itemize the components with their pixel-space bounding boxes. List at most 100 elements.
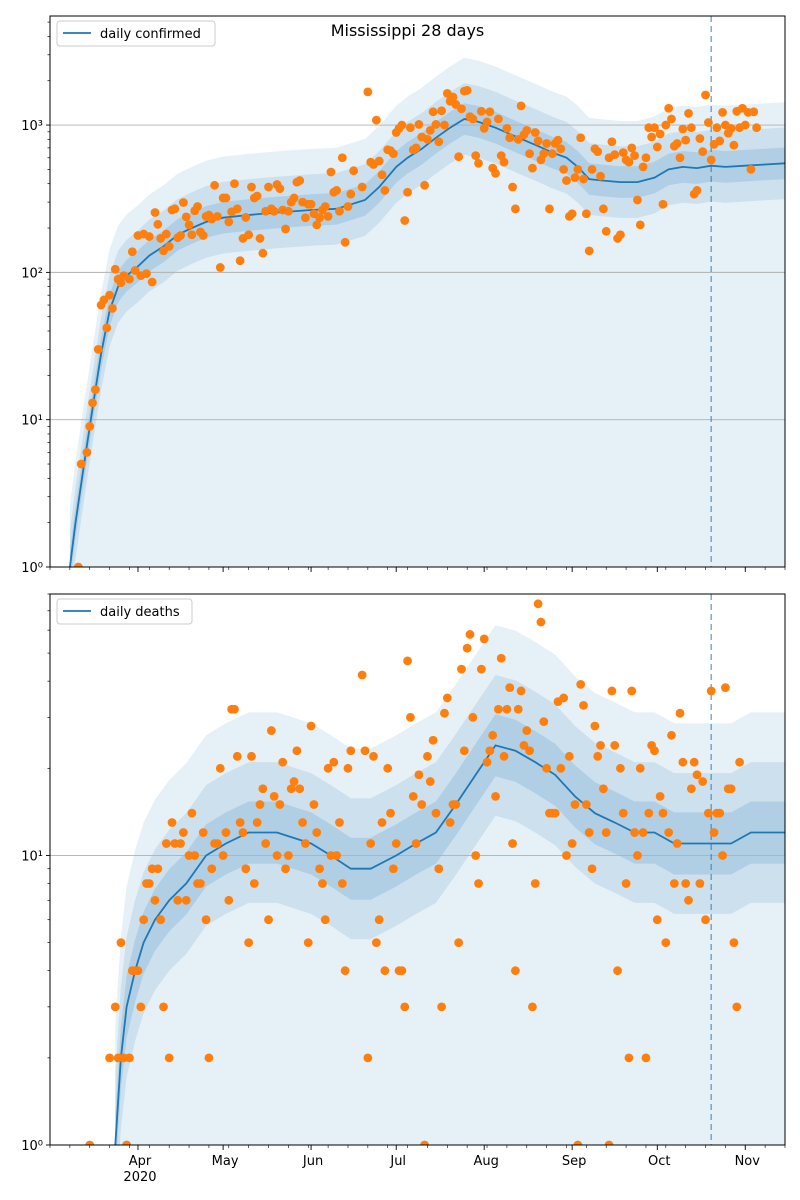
observed-point-74 [289, 193, 299, 203]
observed-point-197 [647, 132, 657, 142]
observed-point-112 [431, 808, 441, 818]
observed-point-59 [272, 851, 282, 860]
observed-point-201 [658, 199, 668, 209]
observed-point-154 [550, 808, 560, 818]
observed-point-135 [496, 653, 506, 663]
observed-point-29 [187, 808, 197, 818]
observed-point-164 [579, 700, 588, 710]
observed-point-108 [420, 1140, 429, 1145]
observed-point-26 [178, 828, 188, 837]
observed-point-207 [675, 153, 685, 163]
observed-point-107 [417, 800, 427, 809]
observed-point-56 [264, 915, 273, 925]
observed-point-160 [567, 839, 577, 848]
observed-point-160 [542, 139, 552, 148]
observed-point-80 [306, 199, 316, 209]
observed-point-150 [539, 717, 549, 726]
observed-point-173 [579, 174, 588, 184]
observed-point-202 [661, 120, 671, 130]
observed-point-195 [641, 153, 651, 163]
observed-point-178 [593, 147, 603, 157]
observed-point-208 [678, 124, 688, 134]
observed-point-192 [658, 808, 668, 818]
observed-point-232 [746, 165, 756, 174]
observed-point-63 [258, 248, 268, 258]
observed-point-112 [406, 123, 415, 133]
uncertainty-band-2 [69, 83, 785, 567]
legend: daily deaths [56, 598, 193, 625]
observed-point-47 [238, 828, 248, 837]
observed-point-26 [153, 219, 163, 229]
x-tick-label-4-0: Aug [473, 1154, 498, 1169]
uncertainty-band-3 [115, 714, 785, 1145]
observed-point-170 [596, 740, 605, 750]
observed-point-6 [122, 1140, 132, 1145]
observed-point-168 [590, 721, 600, 731]
observed-point-175 [610, 740, 620, 750]
observed-point-58 [269, 791, 279, 801]
observed-point-42 [224, 895, 234, 905]
observed-point-87 [326, 167, 336, 177]
observed-point-67 [269, 206, 279, 216]
observed-point-176 [613, 966, 622, 976]
observed-point-171 [573, 165, 583, 174]
observed-point-182 [630, 828, 639, 837]
observed-point-96 [386, 808, 395, 818]
observed-point-133 [491, 791, 500, 801]
legend: daily confirmed [56, 20, 216, 47]
observed-point-193 [661, 938, 671, 948]
observed-point-177 [616, 763, 625, 773]
observed-point-115 [440, 708, 449, 718]
observed-point-140 [511, 966, 520, 976]
observed-point-212 [715, 808, 725, 818]
observed-point-21 [164, 1053, 174, 1063]
x-tick-label-1-0: May [212, 1154, 239, 1169]
legend-box [56, 20, 216, 47]
observed-point-48 [215, 263, 225, 272]
observed-point-100 [397, 966, 407, 976]
observed-point-36 [207, 864, 217, 874]
observed-point-226 [729, 140, 739, 150]
observed-point-93 [343, 202, 353, 211]
observed-point-147 [530, 879, 540, 888]
observed-point-2 [82, 447, 92, 457]
observed-point-57 [241, 213, 251, 222]
observed-point-78 [301, 213, 310, 223]
observed-point-204 [667, 114, 676, 124]
observed-point-173 [604, 1140, 614, 1145]
observed-point-221 [715, 136, 725, 146]
observed-point-167 [562, 176, 571, 185]
observed-point-14 [144, 879, 154, 888]
observed-point-65 [264, 182, 273, 192]
observed-point-199 [678, 757, 688, 767]
observed-point-4 [88, 398, 97, 408]
observed-point-145 [499, 157, 509, 167]
observed-point-97 [363, 87, 373, 97]
observed-point-230 [740, 120, 750, 130]
observed-point-11 [108, 303, 117, 313]
observed-point-19 [159, 1002, 168, 1012]
observed-point-54 [258, 784, 268, 794]
observed-point-187 [644, 808, 654, 818]
observed-point-200 [655, 129, 665, 139]
observed-point-119 [451, 800, 461, 809]
observed-point-171 [598, 784, 608, 794]
observed-point-178 [618, 808, 628, 818]
observed-point-95 [383, 763, 393, 773]
observed-point-66 [292, 746, 302, 756]
observed-point-210 [684, 108, 693, 118]
observed-point-123 [462, 643, 472, 653]
observed-point-131 [485, 746, 495, 756]
observed-point-55 [235, 256, 245, 266]
observed-point-85 [320, 202, 330, 211]
observed-point-117 [420, 180, 429, 190]
y-tick-label-3: 10³ [21, 119, 43, 134]
observed-point-82 [312, 220, 322, 230]
observed-point-46 [235, 818, 245, 827]
observed-point-144 [522, 726, 532, 735]
observed-point-40 [218, 851, 228, 860]
observed-point-120 [454, 938, 464, 948]
observed-point-70 [303, 938, 313, 948]
